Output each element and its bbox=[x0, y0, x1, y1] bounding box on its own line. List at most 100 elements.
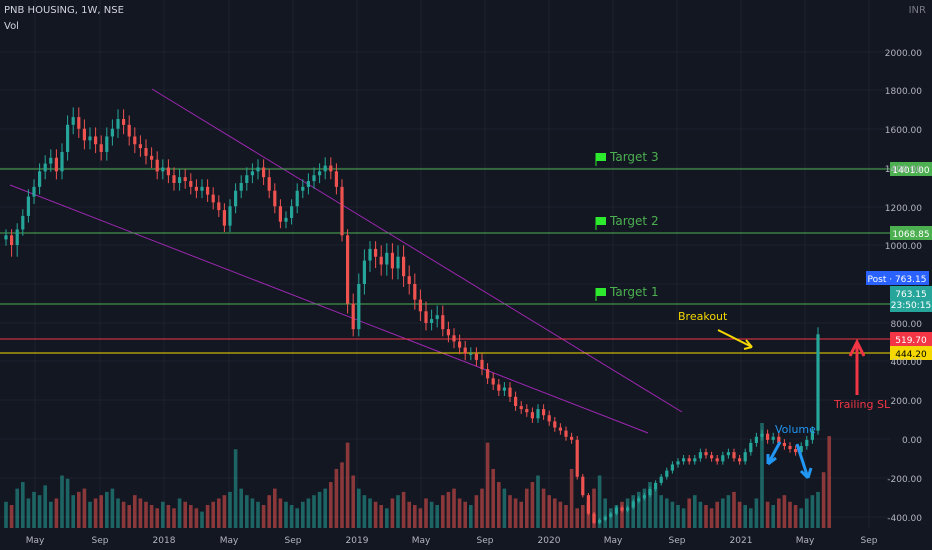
volume-bar bbox=[502, 488, 507, 528]
volume-bar bbox=[519, 501, 523, 528]
candle-body bbox=[631, 501, 635, 508]
candle-body bbox=[738, 458, 742, 462]
volume-bar bbox=[161, 501, 165, 528]
volume-bar bbox=[788, 501, 792, 528]
price-tick-label: 1000.00 bbox=[885, 242, 922, 252]
volume-bar bbox=[648, 482, 652, 528]
volume-bar bbox=[306, 498, 311, 528]
volume-bar bbox=[485, 442, 490, 528]
volume-bar bbox=[435, 505, 439, 528]
candles bbox=[4, 107, 820, 525]
candle-body bbox=[295, 190, 299, 207]
volume-bar bbox=[659, 495, 663, 528]
candle-body bbox=[217, 202, 221, 211]
volume-bar bbox=[625, 498, 630, 528]
volume-bar bbox=[581, 505, 585, 528]
volume-bar bbox=[166, 505, 171, 528]
candle-body bbox=[122, 119, 126, 125]
volume-bar bbox=[368, 498, 372, 528]
candle-body bbox=[357, 284, 361, 330]
candle-body bbox=[536, 409, 540, 419]
volume-bar bbox=[138, 498, 143, 528]
candle-body bbox=[189, 181, 193, 187]
candle-body bbox=[99, 144, 103, 152]
volume-bar bbox=[793, 505, 798, 528]
volume-bar bbox=[777, 498, 781, 528]
price-tick-label: 800.00 bbox=[891, 320, 923, 330]
level-price-label: 444.20 bbox=[895, 350, 927, 360]
candle-body bbox=[502, 387, 506, 391]
candle-body bbox=[290, 206, 294, 218]
volume-bar bbox=[743, 505, 747, 528]
volume-bar bbox=[631, 495, 635, 528]
candle-body bbox=[519, 406, 523, 410]
volume-bar bbox=[429, 501, 434, 528]
volume-bar bbox=[396, 495, 400, 528]
candle-body bbox=[172, 175, 176, 183]
candle-body bbox=[805, 439, 809, 446]
volume-bar bbox=[480, 488, 484, 528]
candle-body bbox=[525, 409, 529, 413]
volume-bar bbox=[732, 491, 736, 528]
price-tick-label: 2000.00 bbox=[885, 49, 922, 59]
candle-body bbox=[564, 430, 568, 437]
volume-bar bbox=[99, 495, 103, 528]
candle-body bbox=[777, 436, 781, 443]
candle-body bbox=[749, 442, 753, 453]
volume-bar bbox=[301, 501, 305, 528]
candle-body bbox=[458, 341, 462, 348]
volume-bar bbox=[82, 488, 87, 528]
volume-bar bbox=[446, 491, 451, 528]
candle-body bbox=[178, 177, 182, 183]
candle-body bbox=[760, 433, 764, 437]
volume-bar bbox=[441, 495, 445, 528]
candle-body bbox=[250, 171, 254, 176]
volume-bar bbox=[782, 495, 787, 528]
candle-body bbox=[306, 181, 310, 187]
volume-bar bbox=[15, 488, 19, 528]
volume-bar bbox=[681, 508, 686, 528]
candle-body bbox=[194, 186, 198, 191]
volume-bar bbox=[558, 501, 563, 528]
volume-bar bbox=[614, 505, 619, 528]
price-tick-label: 0.00 bbox=[902, 436, 922, 446]
candle-body bbox=[514, 396, 518, 407]
candle-body bbox=[116, 119, 120, 129]
candle-body bbox=[698, 452, 702, 459]
candle-body bbox=[318, 171, 322, 176]
volume-bar bbox=[721, 498, 725, 528]
candle-body bbox=[676, 461, 680, 465]
annotations: Breakout Volume Trailing SL bbox=[678, 310, 891, 480]
candle-body bbox=[665, 470, 669, 477]
candle-body bbox=[782, 442, 786, 446]
candle-body bbox=[463, 347, 467, 354]
candle-body bbox=[32, 186, 36, 197]
volume-bar bbox=[676, 505, 680, 528]
volume-bar bbox=[463, 501, 467, 528]
volume-bar bbox=[653, 488, 658, 528]
volume-bar bbox=[704, 505, 708, 528]
candle-body bbox=[424, 311, 428, 323]
volume-bar bbox=[88, 501, 92, 528]
candle-body bbox=[794, 449, 798, 453]
volume-bar bbox=[295, 508, 299, 528]
price-axis: 2000.00 1800.00 1600.00 1400.00 1200.00 1000.… bbox=[866, 49, 932, 524]
volume-bar bbox=[771, 505, 775, 528]
volume-bar bbox=[760, 423, 764, 528]
volume-bar bbox=[189, 505, 193, 528]
volume-bar bbox=[37, 495, 42, 528]
volume-bar bbox=[127, 505, 131, 528]
candle-body bbox=[581, 476, 585, 496]
volume-bar bbox=[805, 498, 809, 528]
volume-bar bbox=[340, 462, 344, 528]
candle-body bbox=[362, 260, 366, 284]
volume-bar bbox=[637, 491, 641, 528]
candle-body bbox=[228, 206, 232, 226]
volume-bar bbox=[77, 491, 81, 528]
level-price-box bbox=[890, 332, 932, 346]
time-tick-label: Sep bbox=[861, 536, 878, 546]
volume-bar bbox=[26, 498, 31, 528]
candle-body bbox=[26, 196, 30, 216]
volume-bar bbox=[821, 472, 826, 528]
